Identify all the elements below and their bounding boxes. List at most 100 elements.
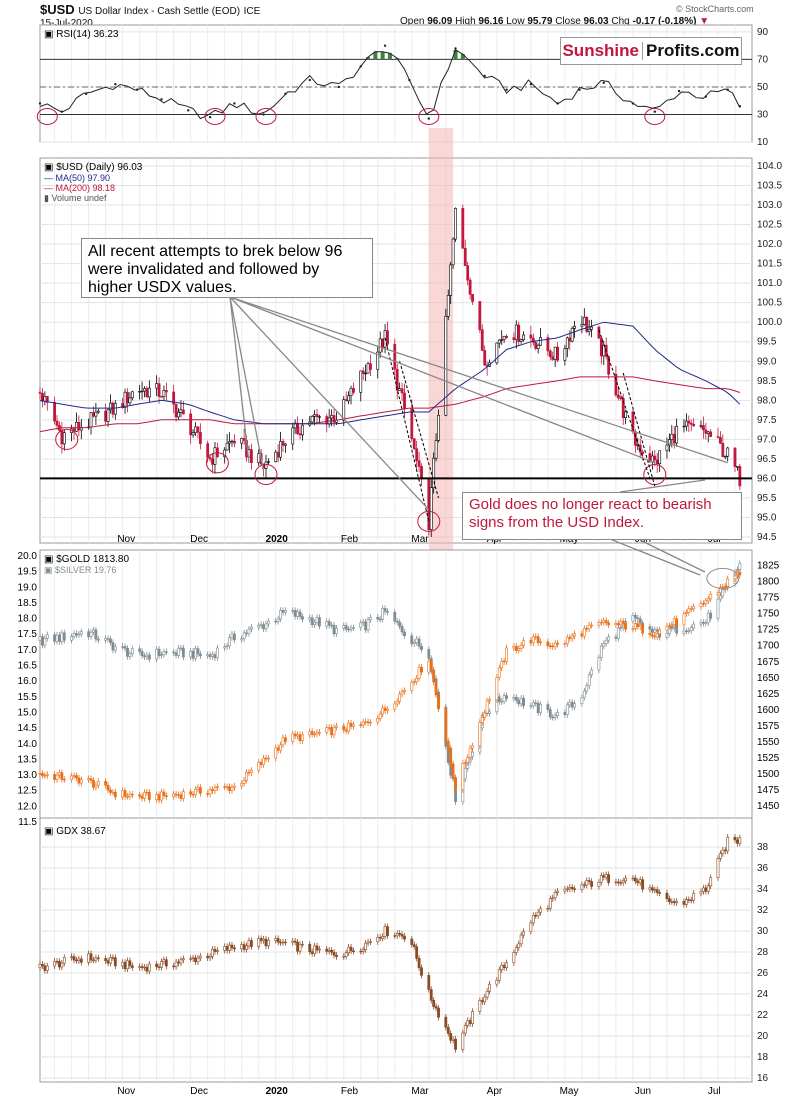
gold-candle bbox=[403, 690, 406, 693]
gdx-candle bbox=[143, 966, 146, 969]
rsi-point bbox=[578, 88, 581, 91]
gdx-candle bbox=[194, 957, 197, 963]
gdx-candle bbox=[335, 954, 338, 957]
rsi-overbought-fill bbox=[453, 49, 458, 60]
usd-candle bbox=[514, 324, 518, 340]
gdx-candle bbox=[369, 941, 372, 943]
gdx-candle bbox=[699, 891, 703, 894]
gold-candle bbox=[514, 645, 518, 651]
gdx-candle bbox=[502, 965, 506, 969]
gold-candle bbox=[284, 737, 287, 742]
rsi-point bbox=[284, 92, 287, 96]
gold-candle bbox=[147, 791, 151, 800]
usd-y-tick-label: 102.0 bbox=[757, 239, 782, 250]
silver-candle bbox=[245, 632, 248, 634]
gold-candle bbox=[155, 794, 159, 800]
index-name: US Dollar Index - Cash Settle (EOD) bbox=[78, 6, 241, 17]
gold-candle bbox=[177, 794, 180, 796]
gold-candle bbox=[485, 700, 489, 714]
rsi-oversold-circle bbox=[644, 107, 666, 125]
silver-y-tick-label: 19.0 bbox=[18, 582, 38, 593]
gold-candle bbox=[723, 586, 727, 588]
gold-candle bbox=[692, 606, 696, 610]
gdx-x-tick-label: Feb bbox=[341, 1086, 359, 1097]
gdx-candle bbox=[580, 884, 584, 890]
gold-candle bbox=[638, 624, 642, 628]
silver-title: ▣ $SILVER 19.76 bbox=[44, 565, 116, 575]
usd-candle bbox=[281, 441, 285, 446]
usd-candle bbox=[96, 410, 100, 413]
usd-candle bbox=[342, 399, 346, 421]
gold-candle bbox=[495, 677, 499, 701]
gdx-candle bbox=[461, 1032, 465, 1050]
rsi-point bbox=[359, 65, 362, 68]
usd-y-tick-label: 102.5 bbox=[757, 220, 782, 231]
gold-candle bbox=[573, 633, 577, 637]
gold-candle bbox=[505, 647, 508, 663]
gdx-candle bbox=[480, 1000, 484, 1003]
silver-candle bbox=[262, 624, 265, 630]
gold-candle bbox=[162, 791, 166, 797]
gdx-candle bbox=[602, 875, 606, 878]
gold-candle bbox=[359, 724, 363, 726]
rsi-point bbox=[60, 110, 64, 113]
silver-y-tick-label: 17.0 bbox=[18, 645, 38, 656]
usd-candle bbox=[675, 425, 679, 444]
silver-candle bbox=[87, 631, 91, 637]
gdx-candle bbox=[213, 948, 217, 952]
gold-candle bbox=[327, 727, 331, 729]
gold-candle bbox=[94, 784, 98, 788]
silver-candle bbox=[143, 655, 146, 658]
usd-candle bbox=[230, 440, 234, 443]
chart-date: 15-Jul-2020 bbox=[40, 18, 93, 29]
usd-candle bbox=[721, 443, 725, 458]
silver-candle bbox=[366, 619, 370, 631]
silver-candle bbox=[332, 624, 336, 635]
gold-candle bbox=[633, 623, 637, 629]
gold-candle bbox=[143, 792, 146, 799]
usd-candle bbox=[181, 409, 185, 415]
usd-candle bbox=[349, 387, 353, 397]
gold-candle bbox=[636, 623, 640, 628]
silver-candle bbox=[590, 669, 594, 676]
silver-candle bbox=[279, 610, 282, 620]
gdx-candle bbox=[177, 961, 180, 964]
usd-y-tick-label: 97.0 bbox=[757, 434, 777, 445]
gdx-candle bbox=[733, 836, 737, 841]
logo-part1: Sunshine bbox=[562, 41, 639, 60]
gold-candle bbox=[130, 793, 134, 796]
legend-ma200: — MA(200) 98.18 bbox=[44, 183, 115, 193]
gold-panel bbox=[39, 549, 753, 829]
gdx-candle bbox=[675, 901, 679, 904]
gold-candle bbox=[208, 789, 212, 795]
gdx-candle bbox=[308, 943, 312, 952]
gold-candle bbox=[206, 793, 210, 795]
gold-candle bbox=[70, 775, 73, 780]
silver-candle bbox=[284, 610, 287, 613]
usd-candle bbox=[301, 424, 304, 436]
silver-candle bbox=[704, 622, 708, 624]
silver-candle bbox=[721, 589, 725, 597]
usd-candle bbox=[699, 425, 703, 427]
gdx-candle bbox=[393, 935, 397, 937]
usd-candle bbox=[147, 387, 151, 398]
usd-candle bbox=[449, 264, 453, 296]
silver-y-tick-label: 19.5 bbox=[18, 567, 38, 578]
usd-candle bbox=[723, 455, 727, 458]
usd-candle bbox=[240, 438, 244, 444]
usd-candle bbox=[548, 350, 552, 358]
gdx-candle bbox=[206, 955, 210, 959]
gdx-candle bbox=[96, 957, 100, 959]
silver-candle bbox=[556, 711, 559, 716]
usd-candle bbox=[478, 301, 482, 330]
gdx-candle bbox=[245, 945, 248, 950]
silver-candle bbox=[53, 634, 56, 642]
silver-candle bbox=[230, 633, 234, 638]
usd-candle bbox=[546, 337, 550, 352]
silver-candle bbox=[463, 768, 467, 780]
annotation-box-gold: Gold does no longer react to bearish sig… bbox=[462, 492, 742, 540]
silver-y-tick-label: 18.5 bbox=[18, 598, 38, 609]
silver-candle bbox=[257, 625, 261, 628]
gold-candle bbox=[522, 640, 525, 646]
gold-candle bbox=[468, 747, 472, 758]
